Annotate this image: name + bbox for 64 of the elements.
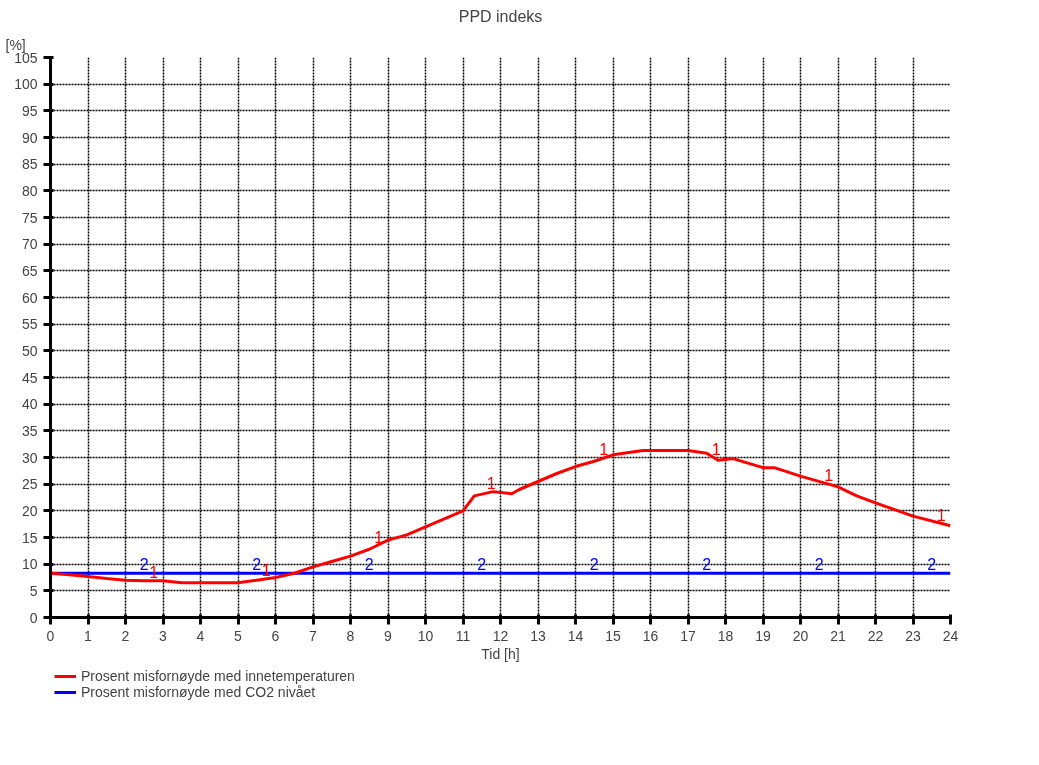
annotation: 2 — [139, 556, 149, 574]
annotation: 2 — [814, 556, 824, 574]
y-tick-label: 35 — [21, 422, 38, 439]
x-tick-label: 9 — [384, 627, 393, 644]
legend-label: Prosent misfornøyde med CO2 nivået — [81, 684, 316, 700]
x-tick-label: 3 — [159, 627, 168, 644]
x-tick-label: 14 — [567, 627, 584, 644]
x-tick-label: 23 — [905, 627, 921, 644]
annotation: 1 — [599, 440, 609, 458]
x-tick-label: 16 — [642, 627, 659, 644]
legend-label: Prosent misfornøyde med innetemperaturen — [81, 668, 355, 684]
annotation: 2 — [252, 556, 262, 574]
x-tick-label: 12 — [492, 627, 509, 644]
x-tick-label: 7 — [309, 627, 318, 644]
x-tick-label: 2 — [121, 627, 130, 644]
annotation: 2 — [702, 556, 712, 574]
x-tick-label: 20 — [792, 627, 809, 644]
x-tick-label: 10 — [417, 627, 434, 644]
y-tick-label: 50 — [21, 342, 38, 359]
x-tick-label: 6 — [271, 627, 280, 644]
annotation: 1 — [486, 474, 496, 492]
y-tick-label: 55 — [21, 316, 38, 333]
x-tick-label: 4 — [196, 627, 205, 644]
x-tick-label: 21 — [830, 627, 846, 644]
x-tick-label: 0 — [46, 627, 55, 644]
y-tick-label: 85 — [21, 156, 38, 173]
y-tick-label: 25 — [21, 476, 38, 493]
y-tick-label: 75 — [21, 209, 38, 226]
x-tick-label: 24 — [942, 627, 959, 644]
annotation: 1 — [711, 440, 721, 458]
x-tick-label: 19 — [755, 627, 771, 644]
x-tick-label: 15 — [605, 627, 621, 644]
annotation: 2 — [927, 556, 937, 574]
x-tick-label: 1 — [84, 627, 93, 644]
y-tick-label: 100 — [14, 76, 38, 93]
x-tick-label: 11 — [455, 627, 471, 644]
y-tick-label: 90 — [21, 129, 38, 146]
y-tick-label: 30 — [21, 449, 38, 466]
y-tick-label: 45 — [21, 369, 38, 386]
y-tick-label: 40 — [21, 396, 38, 413]
annotation: 1 — [936, 506, 946, 524]
y-tick-label: 20 — [21, 502, 38, 519]
x-axis-title: Tid [h] — [481, 645, 520, 662]
y-tick-label: 80 — [21, 182, 38, 199]
x-tick-label: 5 — [234, 627, 243, 644]
y-tick-label: 15 — [21, 529, 38, 546]
x-tick-label: 18 — [717, 627, 734, 644]
y-tick-label: 0 — [29, 609, 38, 626]
y-tick-label: 10 — [21, 556, 38, 573]
x-tick-label: 13 — [530, 627, 546, 644]
y-tick-label: 60 — [21, 289, 38, 306]
x-tick-label: 22 — [867, 627, 884, 644]
chart-title: PPD indeks — [458, 7, 543, 25]
annotation: 1 — [374, 528, 384, 546]
annotation: 2 — [589, 556, 599, 574]
annotation: 2 — [477, 556, 487, 574]
y-tick-label: 65 — [21, 262, 38, 279]
y-tick-label: 95 — [21, 102, 38, 119]
y-tick-label: 70 — [21, 236, 38, 253]
y-tick-label: 5 — [29, 582, 38, 599]
annotation: 1 — [824, 467, 834, 485]
x-tick-label: 17 — [680, 627, 696, 644]
annotation: 2 — [364, 556, 374, 574]
x-tick-label: 8 — [346, 627, 355, 644]
